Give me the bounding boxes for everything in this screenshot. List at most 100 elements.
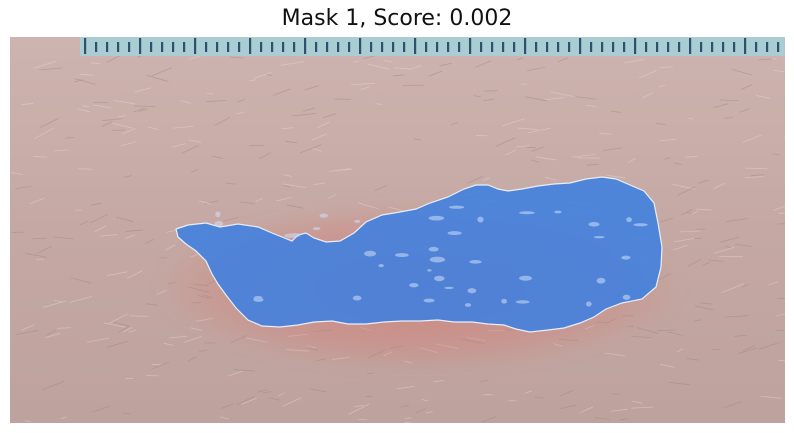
skin-crease — [450, 122, 458, 126]
skin-crease — [255, 197, 264, 203]
skin-crease — [138, 108, 148, 112]
mask-highlight — [621, 255, 631, 260]
skin-crease — [702, 261, 711, 266]
ruler-tick — [370, 42, 373, 52]
ruler-tick — [293, 42, 296, 52]
ruler-tick — [337, 42, 340, 52]
skin-crease — [687, 117, 694, 120]
skin-crease — [11, 172, 23, 175]
skin-crease — [354, 404, 364, 408]
skin-crease — [33, 156, 48, 158]
mask-highlight — [312, 226, 321, 231]
skin-crease — [106, 340, 129, 348]
skin-crease — [89, 214, 108, 224]
skin-crease — [70, 277, 92, 284]
skin-crease — [135, 87, 152, 93]
mask-highlight — [253, 295, 263, 301]
skin-crease — [227, 370, 243, 377]
skin-crease — [283, 174, 293, 177]
skin-crease — [686, 357, 699, 361]
skin-crease — [82, 105, 90, 107]
skin-crease — [212, 155, 224, 160]
skin-crease — [404, 417, 412, 419]
mask-highlight — [409, 282, 419, 288]
skin-crease — [99, 234, 118, 237]
mask-highlight — [554, 210, 562, 214]
skin-crease — [199, 200, 212, 205]
ruler-tick — [579, 38, 582, 54]
skin-crease — [673, 244, 688, 251]
skin-crease — [282, 183, 307, 188]
ruler-tick — [645, 42, 648, 52]
skin-crease — [726, 218, 748, 223]
skin-crease — [42, 380, 65, 391]
skin-crease — [304, 85, 320, 91]
skin-crease — [603, 147, 622, 152]
skin-crease — [273, 88, 291, 96]
skin-crease — [147, 126, 159, 131]
skin-crease — [660, 138, 677, 142]
skin-crease — [735, 244, 752, 247]
skin-crease — [327, 194, 337, 199]
skin-crease — [571, 153, 596, 158]
skin-crease — [660, 66, 673, 69]
ruler — [80, 37, 785, 56]
skin-crease — [53, 149, 69, 152]
skin-crease — [229, 56, 245, 59]
skin-crease — [323, 113, 337, 119]
ruler-tick — [612, 42, 615, 52]
mask-highlight — [626, 217, 632, 223]
skin-crease — [737, 347, 758, 354]
skin-crease — [700, 302, 713, 305]
skin-crease — [102, 118, 123, 122]
skin-crease — [26, 253, 47, 258]
skin-crease — [408, 65, 422, 71]
skin-crease — [310, 147, 323, 152]
mask-highlight — [288, 233, 301, 238]
skin-crease — [773, 69, 785, 73]
ruler-tick — [95, 42, 98, 52]
skin-crease — [121, 128, 136, 135]
skin-crease — [122, 412, 131, 415]
skin-crease — [676, 348, 684, 353]
skin-crease — [34, 127, 55, 140]
skin-crease — [123, 327, 133, 333]
skin-crease — [684, 155, 698, 158]
skin-crease — [606, 174, 626, 179]
skin-crease — [739, 108, 751, 113]
mask-highlights — [214, 205, 648, 307]
skin-crease — [311, 133, 328, 141]
skin-crease — [742, 344, 756, 352]
mask-highlight — [469, 260, 482, 264]
skin-crease — [750, 174, 765, 177]
ruler-tick — [392, 42, 395, 52]
skin-crease — [698, 179, 709, 184]
mask-highlight — [515, 300, 530, 304]
skin-crease — [531, 146, 545, 152]
skin-crease — [151, 361, 170, 370]
skin-crease — [610, 408, 628, 412]
skin-crease — [282, 397, 302, 407]
mask-highlight — [214, 220, 224, 227]
skin-crease — [115, 216, 134, 223]
ruler-tick — [502, 42, 505, 52]
skin-crease — [550, 91, 574, 97]
ruler-tick — [656, 42, 659, 52]
ruler-tick — [150, 42, 153, 52]
skin-crease — [428, 70, 443, 77]
skin-crease — [742, 134, 762, 143]
skin-crease — [106, 271, 128, 276]
mask-highlight — [423, 298, 435, 303]
mask-highlight — [501, 298, 508, 304]
skin-crease — [93, 104, 112, 109]
skin-crease — [79, 74, 94, 76]
skin-crease — [367, 63, 389, 70]
skin-crease — [723, 117, 733, 119]
ruler-tick — [359, 38, 362, 54]
skin-crease — [545, 97, 565, 100]
figure-title: Mask 1, Score: 0.002 — [281, 6, 513, 31]
ruler-tick — [161, 42, 164, 52]
mask-highlight — [519, 211, 535, 215]
wound-mask — [175, 176, 663, 333]
skin-crease — [34, 60, 57, 69]
